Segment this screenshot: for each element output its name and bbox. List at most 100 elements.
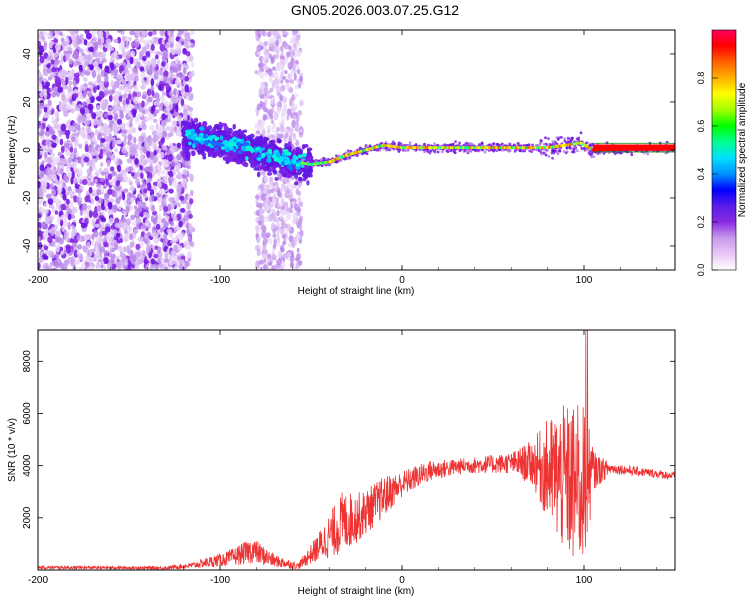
noise-blob (277, 189, 281, 197)
noise-blob (271, 66, 276, 71)
noise-blob (54, 111, 60, 119)
noise-blob (40, 171, 45, 178)
noise-blob (145, 65, 151, 71)
noise-blob (128, 103, 135, 111)
noise-blob (105, 178, 109, 186)
signal-peak (247, 147, 251, 151)
noise-blob (87, 81, 94, 87)
noise-blob (168, 104, 174, 110)
noise-blob (170, 250, 176, 256)
noise-blob (71, 224, 75, 232)
noise-blob (66, 103, 72, 111)
noise-blob (134, 41, 140, 47)
signal-blob (303, 144, 309, 148)
noise-blob (259, 71, 264, 80)
noise-blob (283, 103, 288, 110)
noise-blob (63, 233, 70, 241)
noise-blob (268, 201, 275, 208)
noise-blob (281, 30, 286, 35)
noise-blob (119, 65, 125, 72)
noise-blob (296, 253, 301, 260)
signal-blob (253, 167, 259, 171)
noise-blob (289, 70, 294, 77)
noise-blob (279, 215, 283, 220)
noise-blob (44, 216, 51, 225)
noise-blob (49, 215, 55, 221)
noise-blob (153, 49, 157, 55)
noise-blob (52, 241, 56, 248)
noise-blob (121, 79, 126, 86)
noise-blob (60, 93, 66, 102)
noise-blob (159, 44, 166, 52)
noise-blob (116, 164, 122, 172)
signal-blob (236, 153, 241, 160)
noise-blob (61, 41, 68, 46)
noise-blob (172, 237, 178, 242)
noise-blob (99, 238, 104, 245)
signal-blob (215, 149, 220, 154)
signal-blob (225, 134, 231, 138)
noise-blob (78, 143, 83, 149)
noise-blob (189, 87, 193, 92)
noise-blob (146, 138, 152, 144)
noise-blob (140, 84, 146, 90)
noise-blob (40, 128, 44, 136)
noise-blob (73, 89, 79, 94)
noise-blob (116, 73, 122, 80)
noise-blob (73, 72, 80, 78)
noise-blob (73, 61, 78, 67)
noise-blob (171, 145, 177, 152)
noise-blob (69, 146, 74, 153)
noise-blob (296, 114, 300, 122)
signal-blob (306, 180, 310, 186)
noise-blob (141, 123, 147, 131)
noise-blob (173, 111, 180, 116)
noise-blob (55, 245, 60, 253)
noise-blob (50, 71, 57, 77)
noise-blob (258, 202, 263, 209)
noise-blob (280, 209, 286, 216)
noise-blob (93, 151, 98, 156)
noise-blob (129, 233, 134, 241)
noise-blob (106, 159, 111, 168)
noise-blob (159, 151, 165, 159)
noise-blob (129, 57, 134, 65)
signal-peak (203, 140, 210, 146)
noise-blob (89, 59, 93, 65)
noise-blob (63, 260, 70, 267)
noise-blob (45, 81, 51, 87)
signal-peak (199, 126, 205, 131)
noise-blob (128, 93, 132, 100)
noise-blob (42, 181, 48, 189)
noise-blob (146, 88, 152, 96)
noise-blob (267, 71, 273, 76)
noise-blob (157, 197, 163, 204)
noise-blob (255, 224, 260, 233)
noise-blob (168, 253, 173, 261)
noise-blob (169, 90, 174, 97)
noise-blob (267, 124, 272, 130)
noise-blob (161, 61, 166, 67)
noise-blob (264, 71, 268, 78)
noise-blob (142, 56, 147, 62)
noise-blob (128, 193, 135, 198)
noise-blob (298, 260, 303, 266)
noise-blob (169, 30, 174, 36)
noise-blob (286, 51, 291, 58)
noise-blob (136, 31, 140, 37)
noise-blob (73, 93, 79, 99)
noise-blob (281, 50, 284, 56)
noise-blob (77, 168, 83, 177)
noise-blob (254, 265, 260, 270)
noise-blob (74, 30, 79, 35)
noise-blob (294, 36, 299, 44)
noise-blob (122, 192, 126, 201)
noise-blob (45, 140, 51, 146)
noise-blob (273, 45, 279, 52)
noise-blob (140, 72, 146, 79)
noise-blob (42, 67, 47, 74)
noise-blob (183, 240, 190, 248)
noise-blob (150, 258, 156, 265)
noise-blob (51, 115, 55, 122)
noise-blob (113, 204, 118, 210)
